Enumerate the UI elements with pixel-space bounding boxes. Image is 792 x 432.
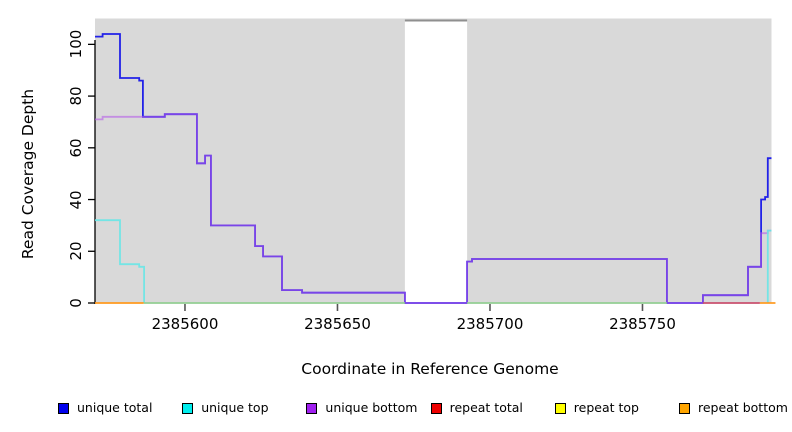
series-line-unique-top xyxy=(95,219,145,303)
series-line-unique-top-right- xyxy=(766,229,772,303)
series-line-unique-bottom xyxy=(95,113,772,304)
y-tick-label-20: 20 xyxy=(67,241,85,261)
legend-label: repeat bottom xyxy=(698,400,788,415)
y-tick-label-100: 100 xyxy=(67,30,85,59)
legend-label: unique total xyxy=(77,400,153,415)
legend-label: unique bottom xyxy=(325,400,418,415)
legend-item-repeat-top: repeat top xyxy=(554,400,639,415)
x-tick-label-2385700: 2385700 xyxy=(456,315,524,333)
legend-item-unique-bottom: unique bottom xyxy=(306,400,418,415)
legend-swatch-icon xyxy=(306,402,318,414)
legend-label: unique top xyxy=(201,400,269,415)
x-tick-label-2385750: 2385750 xyxy=(609,315,676,333)
legend-swatch-icon xyxy=(182,402,194,414)
legend-item-unique-top: unique top xyxy=(182,400,269,415)
y-tick-label-40: 40 xyxy=(67,189,85,210)
y-tick-label-0: 0 xyxy=(67,298,85,308)
legend-swatch-icon xyxy=(679,402,690,414)
masked-region xyxy=(404,21,468,303)
legend-swatch-icon xyxy=(430,402,442,414)
y-tick-label-60: 60 xyxy=(67,138,85,158)
legend-item-unique-total: unique total xyxy=(58,400,153,415)
legend-item-repeat-total: repeat total xyxy=(430,400,523,415)
x-tick-label-2385600: 2385600 xyxy=(151,315,219,333)
legend-swatch-icon xyxy=(554,402,566,414)
x-tick-label-2385650: 2385650 xyxy=(304,315,371,333)
legend-label: repeat top xyxy=(573,400,639,415)
y-tick-label-80: 80 xyxy=(67,86,85,106)
legend-item-repeat-bottom: repeat bottom xyxy=(679,400,788,415)
legend-label: repeat total xyxy=(449,400,523,415)
x-axis-title: Coordinate in Reference Genome xyxy=(301,360,559,378)
y-axis-title: Read Coverage Depth xyxy=(19,88,37,260)
legend-swatch-icon xyxy=(58,402,69,414)
